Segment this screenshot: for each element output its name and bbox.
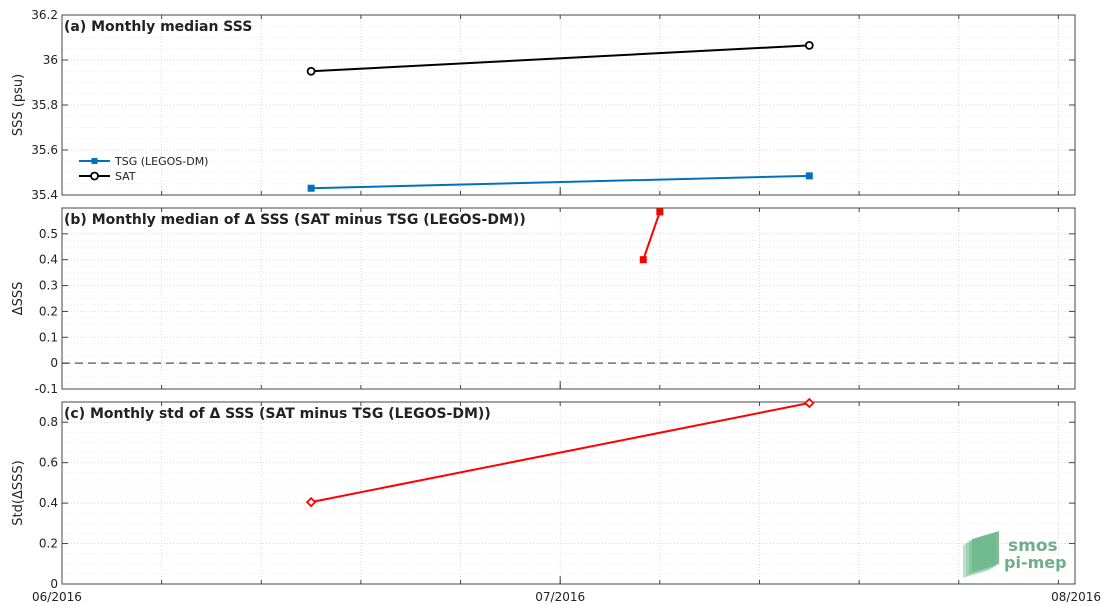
y-tick-label: 35.4	[31, 188, 58, 202]
y-tick-label: 0.2	[39, 537, 58, 551]
x-ticks	[61, 208, 1076, 389]
data-point	[656, 208, 664, 216]
y-tick-label: 0.5	[39, 227, 58, 241]
axes-box	[61, 401, 1076, 585]
panel-a: 35.4 35.6 35.8 36 36.2 SSS (psu) (a) Monthly m…	[11, 8, 1076, 202]
series-0	[639, 208, 664, 264]
legend-entry: TSG (LEGOS-DM)	[114, 155, 208, 168]
panel-title: (b) Monthly median of Δ SSS (SAT minus T…	[64, 212, 526, 228]
x-tick-label: 08/2016	[1051, 590, 1101, 604]
y-tick-label: 0.2	[39, 304, 58, 318]
series-line	[642, 211, 661, 261]
legend-marker	[91, 158, 98, 164]
y-axis-label: ΔSSS	[11, 282, 26, 316]
x-ticks	[61, 15, 1076, 195]
legend-marker	[90, 171, 99, 181]
y-tick-label: 0.4	[39, 253, 58, 267]
y-axis-label: SSS (psu)	[11, 74, 26, 136]
x-tick-label: 07/2016	[535, 590, 585, 604]
y-tick-label: -0.1	[35, 382, 58, 396]
y-tick-label: 36	[43, 53, 58, 67]
data-point	[804, 397, 815, 409]
logo-text-pimep: pi-mep	[1004, 553, 1067, 572]
logo-text-smos: smos	[1008, 536, 1058, 556]
y-tick-label: 0.4	[39, 496, 58, 510]
y-tick-label: 35.8	[31, 98, 58, 112]
y-tick-label: 35.6	[31, 143, 58, 157]
data-point	[306, 66, 316, 76]
panel-title: (a) Monthly median SSS	[64, 19, 252, 35]
y-tick-label: 0.8	[39, 415, 58, 429]
data-point	[307, 184, 315, 192]
x-ticks	[61, 402, 1076, 584]
series-0	[307, 172, 813, 192]
y-tick-label: 0	[50, 577, 58, 591]
grid	[61, 208, 1075, 390]
x-tick-label: 06/2016	[32, 590, 82, 604]
data-point	[804, 40, 814, 50]
data-point	[805, 172, 813, 180]
legend: TSG (LEGOS-DM) SAT	[79, 155, 208, 183]
logo-shape	[972, 531, 999, 572]
data-point	[639, 256, 647, 264]
y-tick-label: 0.6	[39, 456, 58, 470]
y-tick-label: 0.3	[39, 279, 58, 293]
panel-title: (c) Monthly std of Δ SSS (SAT minus TSG …	[64, 406, 491, 422]
series-line	[311, 174, 810, 190]
y-tick-label: 36.2	[31, 8, 58, 22]
grid	[61, 14, 1075, 196]
series-line	[311, 44, 810, 73]
x-axis-labels: 06/2016 07/2016 08/2016	[32, 590, 1101, 604]
panel-c: 0 0.2 0.4 0.6 0.8 Std(ΔSSS) (c) Monthly std of…	[11, 397, 1076, 591]
y-tick-label: 0.1	[39, 330, 58, 344]
panel-b: -0.1 0 0.1 0.2 0.3 0.4 0.5 ΔSSS (b) Monthly medi…	[11, 207, 1076, 396]
data-point	[305, 496, 317, 508]
series-0	[305, 397, 815, 508]
axes-box	[61, 207, 1076, 390]
y-axis-label: Std(ΔSSS)	[11, 460, 26, 525]
series-line	[310, 402, 810, 504]
legend-entry: SAT	[115, 170, 136, 183]
series-1	[306, 40, 814, 76]
y-tick-label: 0	[50, 356, 58, 370]
